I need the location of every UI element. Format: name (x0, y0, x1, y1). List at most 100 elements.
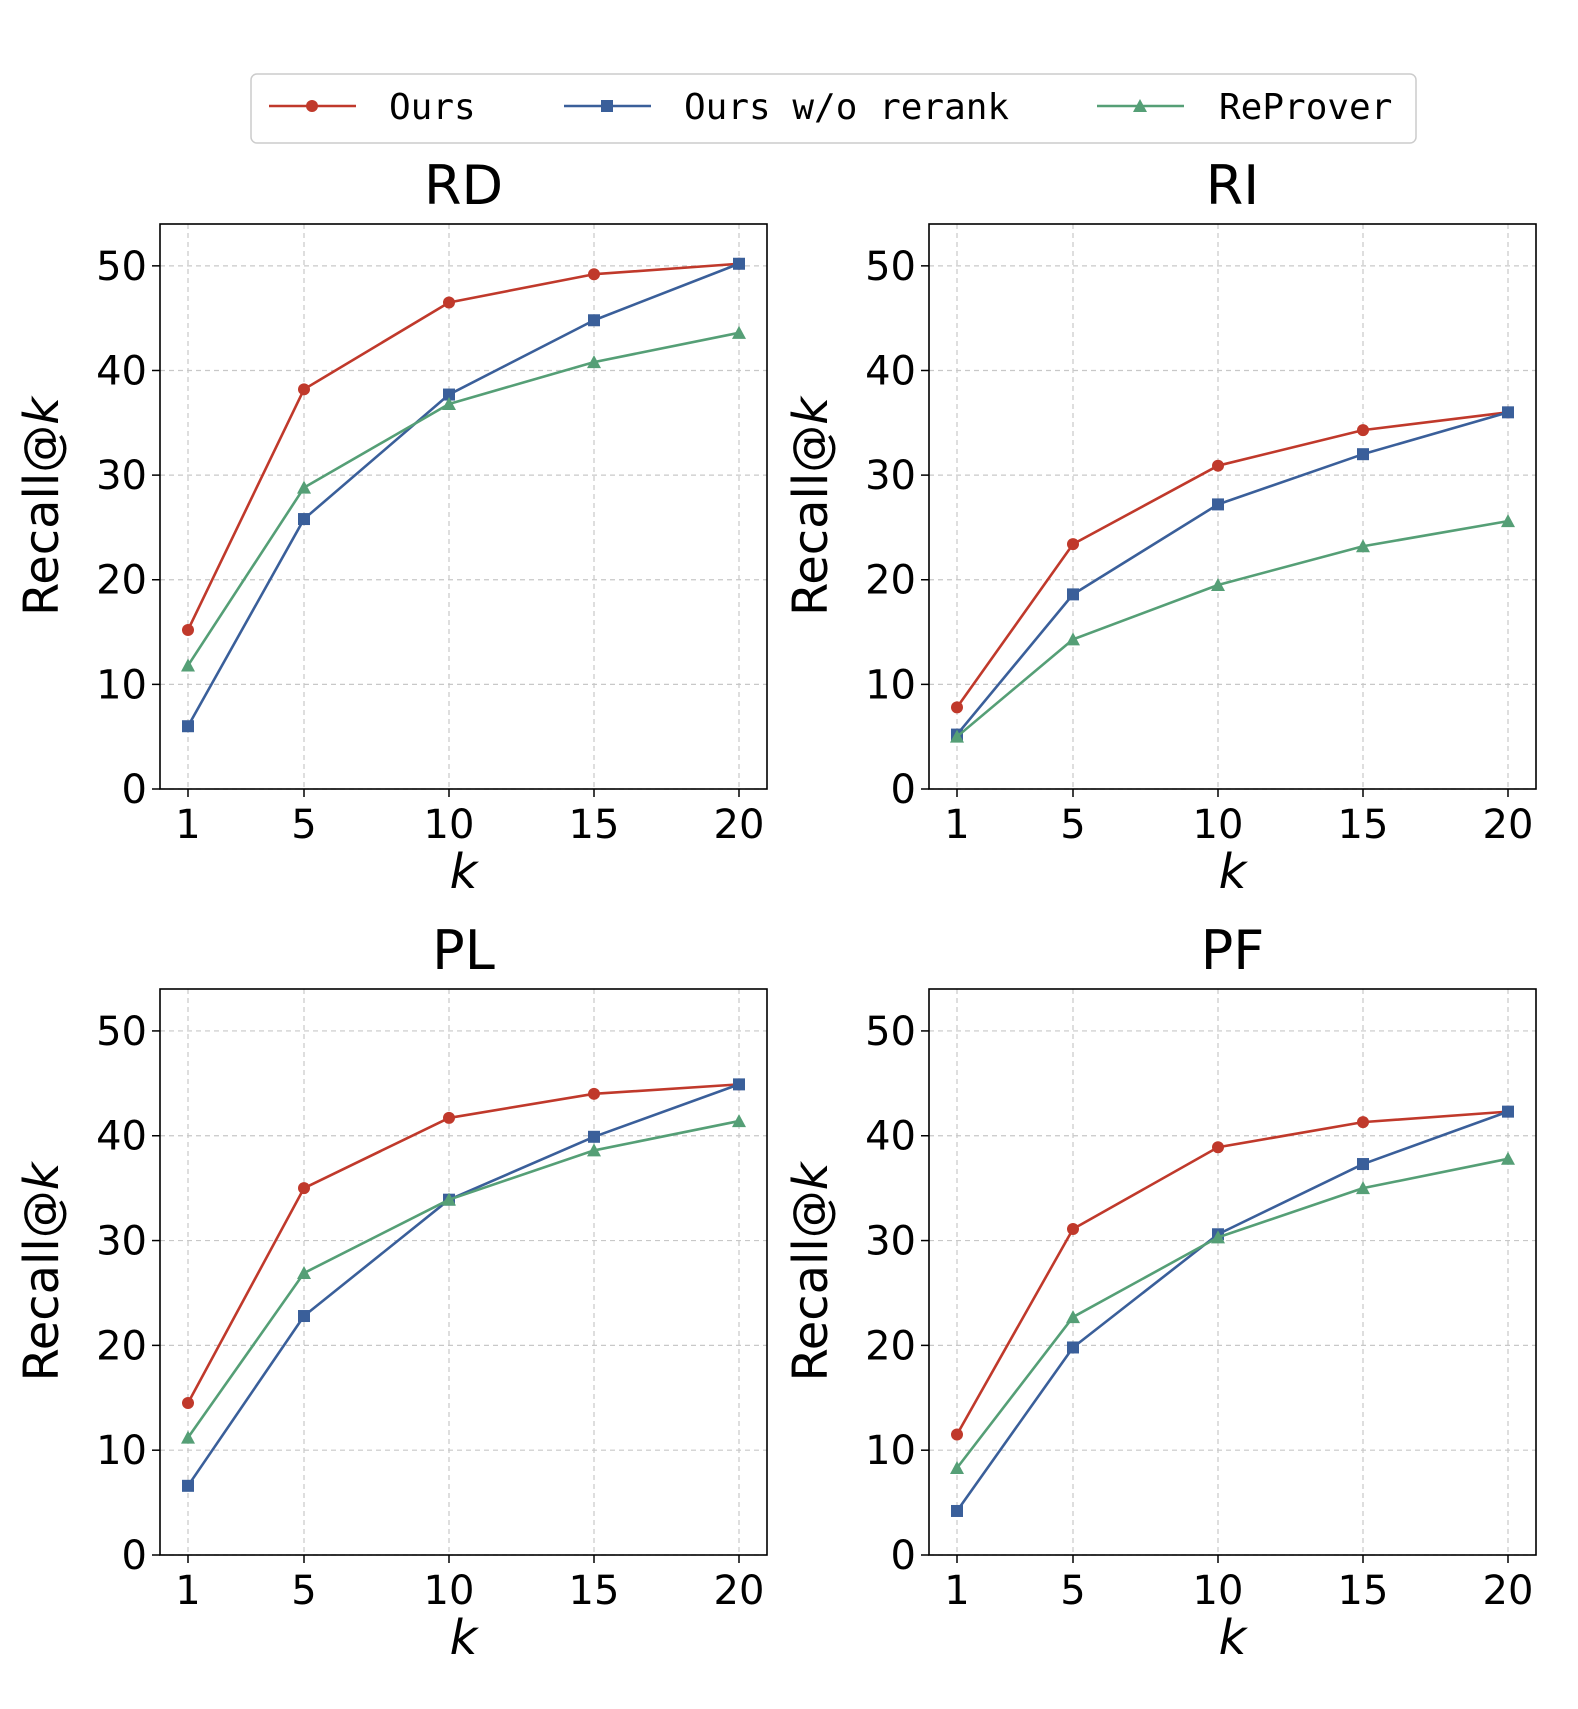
series-line-ours-w-o-rerank (186, 262, 740, 727)
data-point-reprover (587, 1143, 601, 1157)
y-axis-label-prefix: Recall@ (783, 425, 839, 616)
data-point-ours-w-o-rerank (1357, 1158, 1369, 1171)
y-tick-label: 20 (865, 1323, 916, 1369)
y-tick-label: 0 (122, 1533, 147, 1579)
x-tick-label: 5 (291, 802, 316, 848)
data-point-reprover (1066, 632, 1080, 646)
y-axis-label-k: k (783, 1160, 839, 1190)
y-axis-label-k: k (783, 395, 839, 425)
y-tick-label: 0 (122, 767, 147, 813)
y-tick-label: 30 (96, 453, 147, 499)
data-point-reprover (1211, 577, 1225, 591)
data-point-ours-w-o-rerank (182, 1479, 194, 1492)
x-tick-label: 5 (291, 1568, 316, 1614)
y-axis-label-k: k (14, 395, 70, 425)
data-point-reprover (1356, 539, 1370, 553)
y-axis-label: Recall@k (14, 395, 70, 616)
x-tick-label: 1 (175, 802, 200, 848)
series-ours-w-o-rerank (951, 1105, 1514, 1517)
data-point-ours (588, 1087, 600, 1100)
series-line-ours (955, 1110, 1509, 1436)
x-tick-label: 1 (944, 802, 969, 848)
data-point-ours (1067, 1223, 1079, 1236)
series-ours-w-o-rerank (182, 1078, 745, 1492)
legend-item-reprover: ReProver (1097, 87, 1392, 128)
data-point-ours (182, 623, 194, 636)
y-axis-label-prefix: Recall@ (783, 1190, 839, 1381)
series-reprover (950, 1151, 1515, 1475)
y-tick-label: 0 (891, 767, 916, 813)
plot-frame (159, 223, 768, 790)
series-ours (951, 1105, 1514, 1441)
data-point-ours (588, 268, 600, 281)
data-point-ours (951, 701, 963, 714)
y-tick-label: 40 (865, 1114, 916, 1160)
series-reprover (181, 1114, 746, 1444)
data-point-ours-w-o-rerank (1067, 588, 1079, 601)
y-axis-label-prefix: Recall@ (14, 425, 70, 616)
data-point-reprover (1356, 1181, 1370, 1195)
y-tick-label: 20 (96, 1323, 147, 1369)
data-point-ours-w-o-rerank (443, 388, 455, 401)
data-point-ours-w-o-rerank (733, 257, 745, 270)
legend-box (250, 73, 1417, 144)
data-point-reprover (1501, 1151, 1515, 1165)
x-tick-label: 15 (569, 802, 620, 848)
x-tick-label: 1 (175, 1568, 200, 1614)
series-reprover (181, 325, 746, 672)
plot-frame (159, 988, 768, 1556)
legend-label-ours: Ours (389, 87, 476, 128)
data-point-reprover (950, 729, 964, 743)
y-tick-label: 30 (865, 453, 916, 499)
series-ours (182, 1078, 745, 1410)
x-tick-label: 10 (1193, 802, 1244, 848)
data-point-reprover (442, 1192, 456, 1206)
data-point-ours-w-o-rerank (182, 720, 194, 733)
series-ours (951, 406, 1514, 714)
y-tick-label: 10 (865, 662, 916, 708)
x-tick-label: 20 (714, 1568, 765, 1614)
series-line-reprover (186, 331, 740, 667)
x-tick-label: 5 (1060, 1568, 1085, 1614)
y-axis-label: Recall@k (783, 1160, 839, 1381)
plot-frame (928, 223, 1537, 790)
data-point-ours-w-o-rerank (298, 513, 310, 526)
data-point-reprover (732, 1114, 746, 1128)
data-point-ours-w-o-rerank (298, 1310, 310, 1323)
data-point-reprover (442, 396, 456, 410)
data-point-reprover (950, 1461, 964, 1475)
data-point-ours (298, 1182, 310, 1195)
series-line-ours (955, 411, 1509, 709)
series-line-ours-w-o-rerank (186, 1083, 740, 1487)
y-tick-label: 20 (96, 558, 147, 604)
x-tick-label: 10 (1193, 1568, 1244, 1614)
legend-marker-triangle-icon (1133, 99, 1147, 112)
legend-marker-square-icon (601, 100, 613, 112)
x-tick-label: 15 (1338, 802, 1389, 848)
data-point-ours (182, 1397, 194, 1410)
data-point-reprover (181, 1430, 195, 1444)
series-line-ours (186, 262, 740, 631)
series-ours-w-o-rerank (951, 406, 1514, 741)
x-tick-label: 10 (424, 802, 475, 848)
series-ours (182, 257, 745, 636)
series-ours-w-o-rerank (182, 257, 745, 733)
legend-marker-circle-icon (306, 100, 318, 112)
y-tick-label: 20 (865, 558, 916, 604)
chart-title: RI (1206, 154, 1259, 217)
data-point-reprover (181, 658, 195, 672)
y-tick-label: 40 (96, 1114, 147, 1160)
y-tick-label: 50 (865, 244, 916, 290)
y-tick-label: 10 (96, 662, 147, 708)
x-tick-label: 5 (1060, 802, 1085, 848)
y-axis-label: Recall@k (14, 1160, 70, 1381)
legend-item-ours: Ours (269, 87, 476, 128)
legend-label-ours-wo-rerank: Ours w/o rerank (684, 87, 1009, 128)
y-tick-label: 40 (865, 348, 916, 394)
chart-title: RD (424, 154, 503, 217)
data-point-reprover (297, 480, 311, 494)
